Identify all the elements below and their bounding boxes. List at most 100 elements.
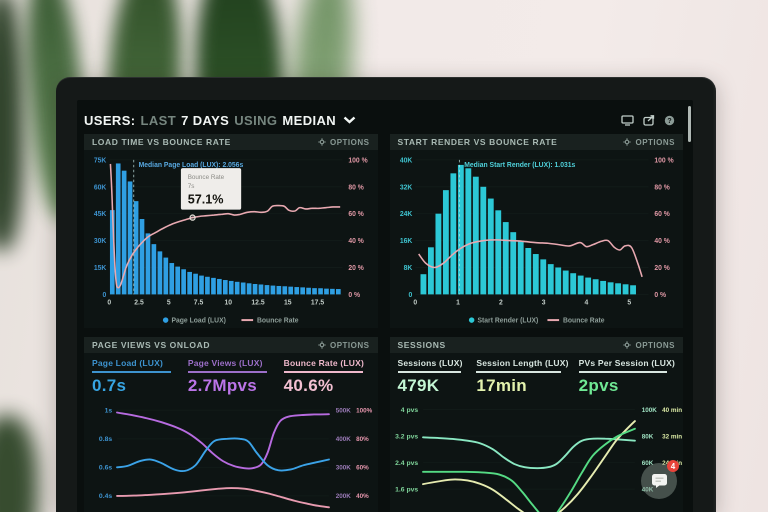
metric-value: 479K xyxy=(397,376,440,395)
svg-text:200K: 200K xyxy=(336,493,352,500)
svg-text:500K: 500K xyxy=(336,407,352,414)
svg-text:20 %: 20 % xyxy=(348,265,364,272)
svg-text:7.5: 7.5 xyxy=(194,299,204,306)
svg-text:100 %: 100 % xyxy=(348,157,367,164)
svg-text:0.4s: 0.4s xyxy=(99,493,113,500)
notification-badge: 4 xyxy=(667,460,679,472)
panel-header: SESSIONS OPTIONS xyxy=(389,337,683,353)
svg-text:40 %: 40 % xyxy=(348,238,364,245)
help-icon[interactable]: ? xyxy=(664,115,675,126)
gear-icon xyxy=(623,341,632,349)
options-label: OPTIONS xyxy=(329,340,370,350)
svg-text:100 %: 100 % xyxy=(654,157,673,164)
plant-leaf-blur xyxy=(0,0,24,250)
svg-text:Bounce Rate: Bounce Rate xyxy=(188,174,225,181)
svg-text:57.1%: 57.1% xyxy=(188,192,224,207)
dashboard-screen: USERS: LAST 7 DAYS USING MEDIAN xyxy=(77,100,693,512)
header-users-label: USERS: xyxy=(84,112,136,128)
header-range-label[interactable]: 7 DAYS xyxy=(181,112,230,128)
options-label: OPTIONS xyxy=(635,137,675,147)
metric-bounce-rate: Bounce Rate (LUX) 40.6% xyxy=(283,358,370,397)
svg-text:Median Page Load (LUX): 2.056s: Median Page Load (LUX): 2.056s xyxy=(139,162,244,169)
analytics-dashboard: USERS: LAST 7 DAYS USING MEDIAN xyxy=(77,100,693,512)
header-using-label: USING xyxy=(234,112,278,128)
svg-text:?: ? xyxy=(667,118,671,125)
page-views-vs-onload-chart: 1s 500K 100% 0.8s 400K 80% 0.6s 300K 60% 0.4s 200K… xyxy=(99,407,373,509)
svg-text:0.6s: 0.6s xyxy=(99,465,113,472)
share-icon[interactable] xyxy=(643,114,655,126)
options-label: OPTIONS xyxy=(329,137,370,147)
svg-text:40K: 40K xyxy=(399,157,412,164)
svg-text:80 %: 80 % xyxy=(654,184,670,191)
start-render-vs-bounce-rate-chart: 40K 100 % 32K 80 % 24K 60 % 16K 40 % 8K 20 % 0 0 % M… xyxy=(399,157,673,325)
svg-text:10: 10 xyxy=(224,299,232,306)
gear-icon xyxy=(623,138,632,146)
svg-text:4 pvs: 4 pvs xyxy=(400,407,418,414)
svg-text:Bounce Rate: Bounce Rate xyxy=(562,318,604,325)
svg-text:40 %: 40 % xyxy=(654,238,670,245)
header-aggregation-label[interactable]: MEDIAN xyxy=(282,112,337,128)
svg-text:4: 4 xyxy=(584,299,588,306)
load-time-vs-bounce-rate-chart: 75K 100 % 60K 80 % 45K 60 % 30K 40 % 15K 20 % 0 0 %… xyxy=(94,157,368,324)
svg-text:400K: 400K xyxy=(336,436,352,443)
options-button[interactable]: OPTIONS xyxy=(318,341,370,350)
panel-grid: LOAD TIME VS BOUNCE RATE OPTIONS 75K 100 … xyxy=(84,134,683,512)
svg-text:32 min: 32 min xyxy=(662,433,682,440)
svg-text:45K: 45K xyxy=(94,211,107,218)
laptop-frame: USERS: LAST 7 DAYS USING MEDIAN xyxy=(56,77,716,512)
panel-page-views-vs-onload: PAGE VIEWS VS ONLOAD OPTIONS xyxy=(84,337,378,512)
svg-text:1: 1 xyxy=(456,299,460,306)
plant-leaf-blur xyxy=(0,415,38,512)
metric-page-load: Page Load (LUX) 0.7s xyxy=(92,358,178,397)
metric-page-views: Page Views (LUX) 2.7Mpvs xyxy=(187,358,274,397)
svg-text:12.5: 12.5 xyxy=(251,299,264,306)
options-button[interactable]: OPTIONS xyxy=(623,341,675,350)
metric-value: 0.7s xyxy=(92,376,127,395)
svg-text:7s: 7s xyxy=(188,183,195,190)
metric-underline xyxy=(476,371,562,373)
options-button[interactable]: OPTIONS xyxy=(623,138,675,147)
metric-underline xyxy=(578,371,668,373)
svg-text:60K: 60K xyxy=(641,460,653,467)
svg-text:75K: 75K xyxy=(94,157,107,164)
monitor-icon[interactable] xyxy=(621,114,634,126)
header-toolbar: ? xyxy=(621,114,683,126)
svg-text:2: 2 xyxy=(498,299,502,306)
metric-value: 40.6% xyxy=(283,376,334,395)
svg-text:80K: 80K xyxy=(641,433,653,440)
svg-text:60%: 60% xyxy=(356,465,369,472)
svg-text:60K: 60K xyxy=(94,184,107,191)
chevron-down-icon[interactable] xyxy=(343,116,356,124)
dashboard-header: USERS: LAST 7 DAYS USING MEDIAN xyxy=(84,108,683,132)
svg-text:60 %: 60 % xyxy=(348,211,364,218)
metric-label: PVs Per Session (LUX) xyxy=(578,358,675,368)
svg-text:0: 0 xyxy=(408,292,412,299)
svg-text:5: 5 xyxy=(627,299,631,306)
svg-text:2.5: 2.5 xyxy=(134,299,144,306)
options-label: OPTIONS xyxy=(635,340,675,350)
options-button[interactable]: OPTIONS xyxy=(318,138,370,147)
svg-text:3: 3 xyxy=(541,299,545,306)
chat-widget-button[interactable]: 4 xyxy=(641,460,679,499)
svg-text:0: 0 xyxy=(413,299,417,306)
svg-text:32K: 32K xyxy=(399,184,412,191)
svg-text:100%: 100% xyxy=(356,407,373,414)
svg-text:15K: 15K xyxy=(94,265,107,272)
svg-text:2.4 pvs: 2.4 pvs xyxy=(395,460,418,467)
gear-icon xyxy=(318,341,326,349)
svg-text:30K: 30K xyxy=(94,238,107,245)
metric-label: Page Load (LUX) xyxy=(92,358,164,368)
svg-text:0 %: 0 % xyxy=(348,292,360,299)
svg-text:0.8s: 0.8s xyxy=(99,436,113,443)
header-last-label: LAST xyxy=(140,112,177,128)
svg-text:1s: 1s xyxy=(105,407,113,414)
panel-start-render-vs-bounce-rate: START RENDER VS BOUNCE RATE OPTIONS 40K 1… xyxy=(389,134,683,328)
scrollbar[interactable] xyxy=(688,106,691,142)
metric-label: Page Views (LUX) xyxy=(187,358,263,368)
metric-pvs-per-session: PVs Per Session (LUX) 2pvs xyxy=(578,358,675,397)
metric-underline xyxy=(283,371,363,373)
gear-icon xyxy=(318,138,326,146)
panel-sessions: SESSIONS OPTIONS Sessions xyxy=(389,337,683,512)
metric-label: Sessions (LUX) xyxy=(397,358,463,368)
